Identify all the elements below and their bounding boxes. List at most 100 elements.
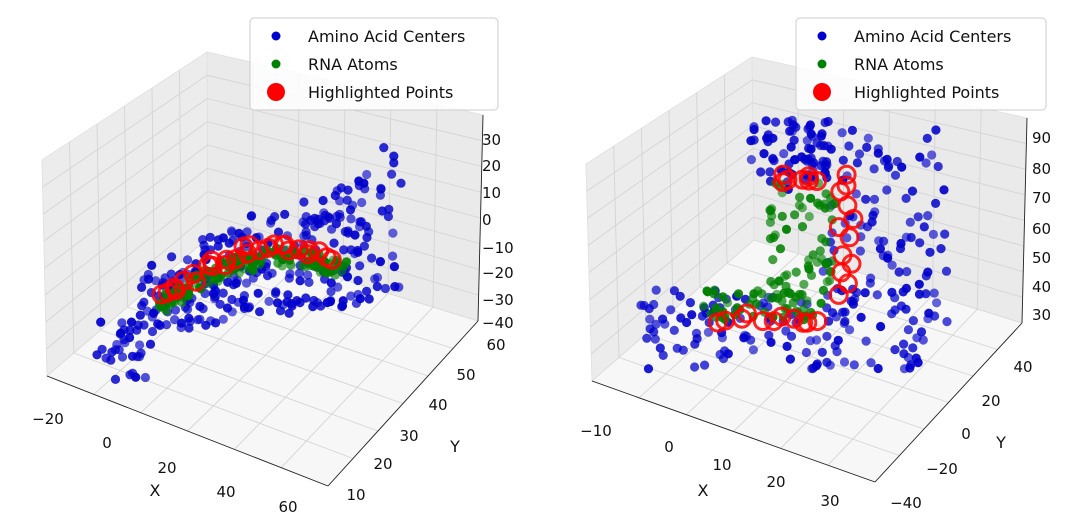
amino-acid-point: [921, 271, 931, 281]
amino-acid-point: [280, 209, 290, 219]
rna-atom-point: [341, 257, 352, 267]
amino-acid-point: [125, 332, 135, 343]
amino-acid-point: [818, 266, 828, 276]
rna-atom-point: [337, 266, 347, 276]
rna-atom-point: [820, 203, 830, 213]
amino-acid-point: [855, 246, 866, 256]
rna-atom-point: [733, 289, 744, 299]
z-axis-line: [1021, 117, 1028, 324]
z-tick-label: 80: [1032, 160, 1051, 178]
highlighted-point: [797, 312, 818, 333]
amino-acid-point: [822, 331, 832, 341]
amino-acid-point: [372, 281, 382, 292]
amino-acid-point: [116, 328, 126, 338]
amino-acid-point: [915, 152, 925, 162]
amino-acid-point: [114, 345, 124, 355]
amino-acid-point: [223, 277, 233, 287]
amino-acid-point: [931, 198, 941, 208]
legend-label: Amino Acid Centers: [308, 27, 465, 46]
amino-acid-point: [160, 273, 170, 283]
amino-acid-point: [687, 310, 697, 320]
amino-acid-point: [650, 334, 660, 344]
amino-acid-point: [838, 155, 848, 165]
amino-acid-point: [856, 312, 866, 322]
amino-acid-point: [215, 299, 225, 309]
amino-acid-point: [110, 374, 121, 384]
amino-acid-point: [847, 125, 858, 135]
amino-acid-point: [718, 354, 729, 364]
rna-atom-point: [320, 268, 331, 278]
amino-acid-point: [923, 211, 933, 221]
y-tick-label: 0: [961, 425, 971, 443]
amino-acid-point: [337, 301, 348, 311]
amino-acid-point: [658, 350, 668, 360]
amino-acid-point: [387, 169, 397, 179]
x-axis-label: X: [698, 481, 709, 500]
amino-acid-point: [839, 318, 849, 328]
amino-acid-point: [874, 236, 884, 246]
rna-atom-point: [775, 244, 786, 254]
z-tick-label: 90: [1032, 129, 1051, 147]
highlighted-point: [773, 164, 794, 185]
amino-acid-point: [812, 335, 822, 345]
x-tick-label: 20: [157, 459, 176, 477]
rna-atom-point: [248, 266, 258, 276]
amino-acid-point: [936, 244, 946, 254]
rna-atom-point: [821, 189, 831, 199]
amino-acid-point: [903, 325, 914, 335]
z-tick-label: −20: [482, 264, 514, 282]
amino-acid-point: [218, 288, 228, 298]
gridline: [42, 98, 208, 215]
amino-acid-point: [890, 170, 901, 180]
amino-acid-point: [830, 341, 840, 351]
amino-acid-point: [285, 269, 295, 279]
amino-acid-point: [763, 130, 773, 140]
amino-acid-point: [367, 253, 377, 263]
amino-acid-point: [210, 292, 220, 302]
amino-acid-point: [703, 327, 714, 337]
highlighted-point: [777, 169, 798, 190]
amino-acid-point: [125, 325, 135, 335]
gridline: [207, 167, 480, 245]
amino-acid-point: [927, 150, 937, 160]
y-tick-label: 30: [399, 427, 418, 445]
legend: Amino Acid Centers RNA Atoms Highlighted P…: [249, 17, 499, 111]
gridline: [590, 193, 754, 328]
amino-acid-point: [866, 273, 876, 283]
amino-acid-point: [353, 245, 363, 256]
rna-atom-point: [751, 299, 762, 309]
amino-acid-point: [195, 314, 205, 324]
z-tick-label: 20: [482, 157, 501, 175]
amino-acid-point: [860, 288, 870, 298]
highlighted-point: [183, 264, 204, 284]
highlighted-point: [807, 311, 828, 332]
amino-acid-point: [807, 364, 817, 374]
data-points: [92, 143, 406, 384]
amino-acid-point: [849, 360, 859, 370]
amino-acid-point: [167, 252, 177, 262]
legend-marker-rna: [271, 59, 281, 69]
amino-acid-point: [890, 345, 900, 355]
amino-acid-point: [379, 143, 389, 153]
y-axis-line: [874, 322, 1023, 483]
amino-acid-point: [866, 358, 876, 368]
amino-acid-point: [132, 325, 142, 335]
amino-acid-point: [270, 288, 281, 299]
amino-acid-point: [861, 336, 871, 346]
amino-acid-point: [362, 169, 372, 180]
amino-acid-point: [195, 301, 205, 311]
amino-acid-point: [304, 277, 314, 287]
amino-acid-point: [151, 276, 161, 286]
highlighted-point: [736, 303, 757, 324]
amino-acid-point: [310, 222, 320, 232]
amino-acid-point: [301, 293, 311, 303]
amino-acid-point: [205, 232, 215, 242]
amino-acid-point: [660, 319, 670, 329]
amino-acid-point: [869, 194, 880, 204]
amino-acid-point: [899, 364, 910, 374]
amino-acid-point: [720, 346, 730, 356]
amino-acid-point: [273, 227, 284, 237]
y-tick-label: 50: [456, 366, 475, 384]
amino-acid-point: [299, 231, 309, 241]
amino-acid-point: [227, 307, 237, 317]
